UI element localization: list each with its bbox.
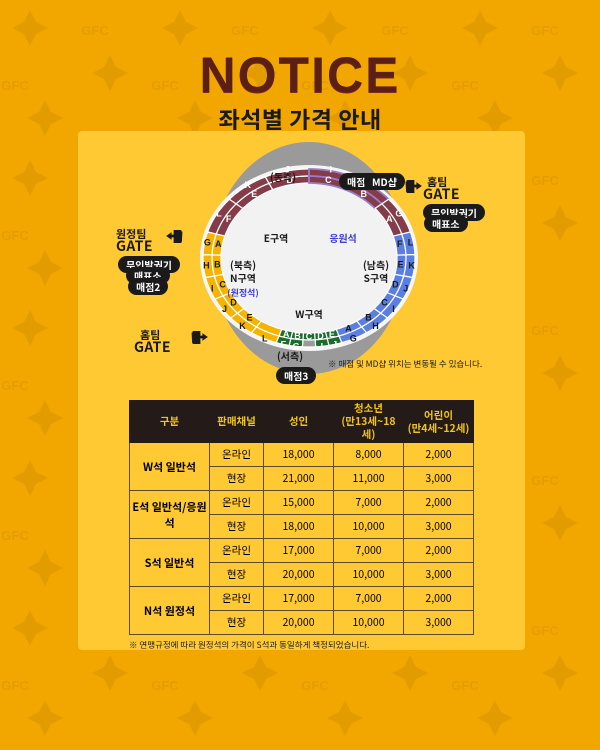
svg-text:E: E — [251, 189, 257, 199]
svg-text:C: C — [219, 280, 226, 290]
svg-text:G: G — [204, 237, 211, 247]
svg-text:L: L — [216, 209, 222, 219]
svg-text:J: J — [403, 283, 408, 293]
svg-text:H: H — [372, 321, 379, 331]
svg-text:I: I — [329, 164, 332, 174]
svg-text:D: D — [230, 298, 237, 308]
svg-text:I: I — [211, 283, 214, 293]
svg-text:응원석: 응원석 — [329, 230, 357, 245]
svg-text:J: J — [332, 340, 337, 350]
svg-text:E구역: E구역 — [264, 230, 289, 245]
svg-text:F: F — [226, 214, 232, 224]
svg-text:W구역: W구역 — [295, 306, 323, 321]
svg-text:N구역: N구역 — [230, 270, 256, 285]
svg-text:H: H — [203, 261, 210, 271]
svg-text:A: A — [215, 239, 222, 249]
svg-text:K: K — [244, 180, 251, 190]
svg-text:K: K — [239, 321, 246, 331]
svg-text:C: C — [325, 175, 332, 185]
svg-text:E: E — [247, 313, 253, 323]
svg-text:(원정석): (원정석) — [227, 286, 259, 299]
svg-text:I: I — [321, 342, 324, 352]
svg-text:D: D — [392, 280, 399, 290]
svg-text:L: L — [262, 334, 268, 344]
svg-text:B: B — [360, 189, 367, 199]
svg-text:S구역: S구역 — [364, 270, 389, 285]
svg-text:G: G — [395, 209, 402, 219]
svg-text:G: G — [350, 334, 357, 344]
svg-text:K: K — [408, 261, 415, 271]
svg-text:A: A — [386, 214, 393, 224]
svg-text:B: B — [214, 260, 221, 270]
svg-text:A: A — [345, 324, 352, 334]
svg-text:F: F — [397, 239, 403, 249]
svg-text:E: E — [398, 260, 404, 270]
svg-text:C: C — [381, 298, 388, 308]
svg-text:B: B — [365, 313, 372, 323]
svg-text:L: L — [408, 237, 414, 247]
svg-text:J: J — [222, 304, 227, 314]
svg-text:I: I — [392, 304, 395, 314]
